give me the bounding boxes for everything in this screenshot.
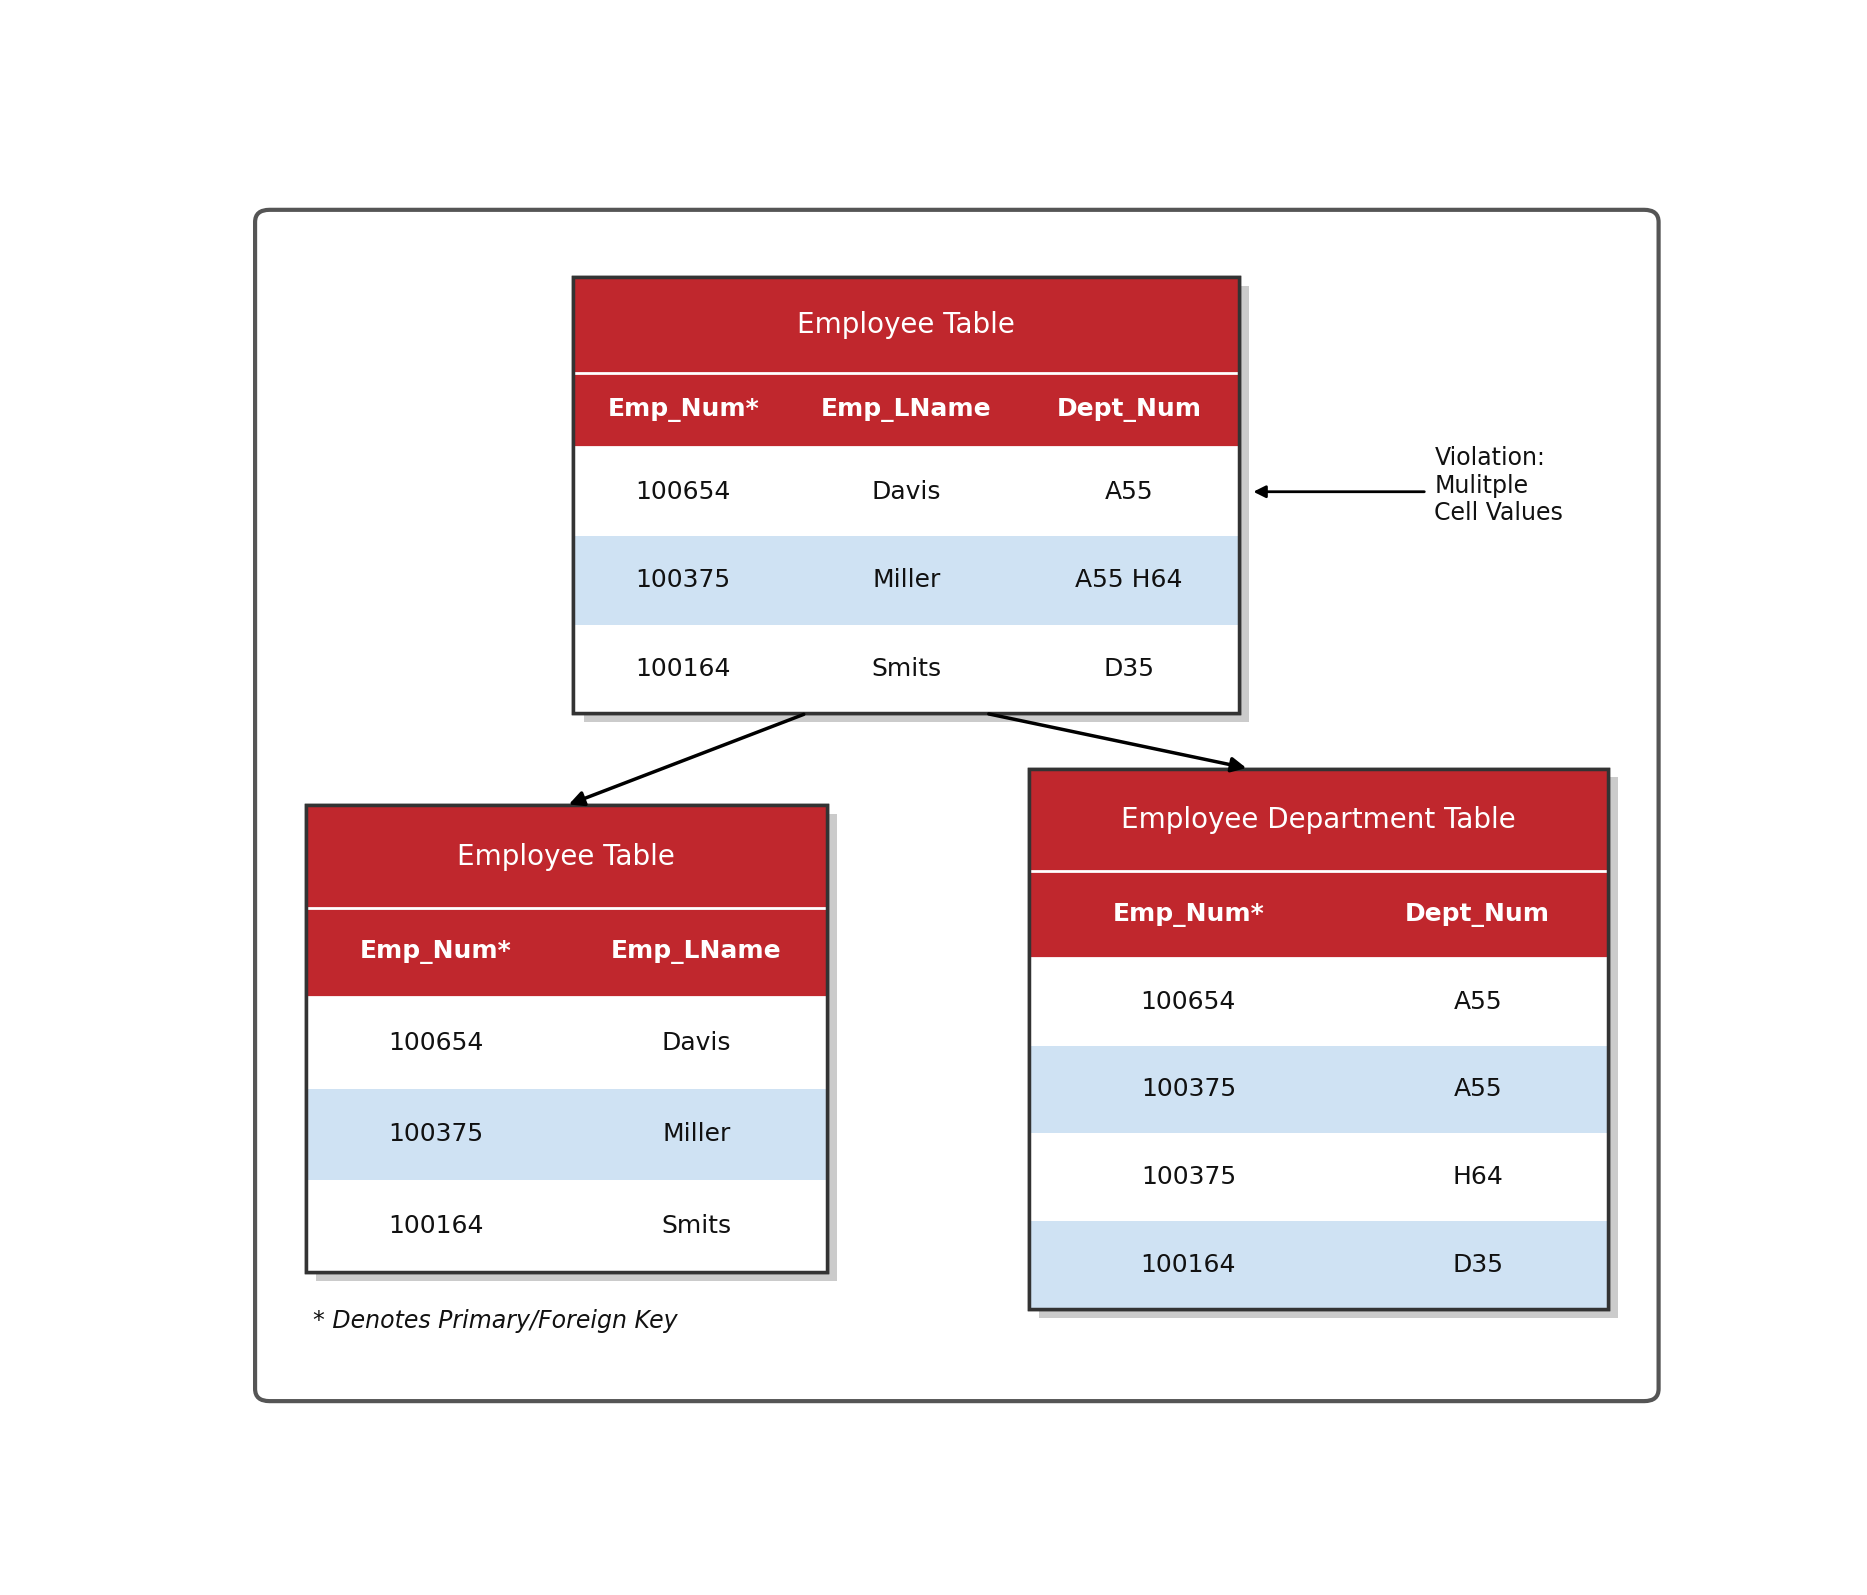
Text: Emp_Num*: Emp_Num* (1113, 903, 1264, 927)
Text: Smits: Smits (661, 1214, 732, 1238)
Text: Employee Department Table: Employee Department Table (1122, 805, 1516, 834)
Bar (573, 278, 1240, 713)
Text: A55: A55 (1453, 989, 1503, 1014)
FancyBboxPatch shape (256, 211, 1658, 1400)
Bar (306, 1180, 827, 1273)
Bar (1029, 769, 1607, 1309)
Text: 100375: 100375 (388, 1123, 484, 1147)
Bar (306, 805, 827, 908)
Bar (573, 448, 1240, 536)
Bar (306, 997, 827, 1089)
Text: Emp_LName: Emp_LName (821, 399, 991, 423)
Bar (306, 1089, 827, 1180)
Bar (573, 536, 1240, 625)
Text: 100654: 100654 (1141, 989, 1236, 1014)
Text: A55: A55 (1105, 480, 1154, 504)
Text: Davis: Davis (661, 1030, 732, 1054)
Bar (573, 625, 1240, 713)
Text: 100654: 100654 (388, 1030, 484, 1054)
Bar (573, 278, 1240, 713)
Text: 100164: 100164 (388, 1214, 484, 1238)
Bar (584, 286, 1249, 723)
Text: 100164: 100164 (635, 657, 732, 681)
Text: Dept_Num: Dept_Num (1406, 903, 1550, 927)
Bar (316, 813, 836, 1281)
Text: 100375: 100375 (1141, 1078, 1236, 1102)
Bar (1029, 769, 1607, 871)
Bar (1040, 777, 1619, 1317)
Text: Miller: Miller (872, 568, 941, 592)
Text: Miller: Miller (663, 1123, 730, 1147)
Bar (306, 805, 827, 1273)
Text: Emp_LName: Emp_LName (611, 941, 782, 965)
Bar (1029, 769, 1607, 1309)
Text: Emp_Num*: Emp_Num* (607, 399, 760, 423)
Text: * Denotes Primary/Foreign Key: * Denotes Primary/Foreign Key (314, 1309, 678, 1333)
Text: H64: H64 (1453, 1166, 1503, 1190)
Bar (1029, 1222, 1607, 1309)
Text: A55 H64: A55 H64 (1075, 568, 1184, 592)
Text: 100654: 100654 (635, 480, 730, 504)
Text: Employee Table: Employee Table (797, 311, 1016, 340)
Text: Davis: Davis (872, 480, 941, 504)
Text: 100375: 100375 (635, 568, 730, 592)
Text: A55: A55 (1453, 1078, 1503, 1102)
Bar (1029, 1046, 1607, 1134)
Text: Dept_Num: Dept_Num (1057, 399, 1202, 423)
Bar (573, 278, 1240, 373)
Bar (306, 908, 827, 997)
Text: D35: D35 (1103, 657, 1154, 681)
Text: Violation:
Mulitple
Cell Values: Violation: Mulitple Cell Values (1434, 445, 1563, 525)
Bar (1029, 957, 1607, 1046)
Bar (1029, 871, 1607, 957)
Text: Employee Table: Employee Table (457, 842, 676, 871)
Bar (306, 805, 827, 1273)
Text: Emp_Num*: Emp_Num* (360, 941, 512, 965)
Text: 100375: 100375 (1141, 1166, 1236, 1190)
Bar (1029, 1134, 1607, 1222)
Text: Smits: Smits (872, 657, 941, 681)
Text: D35: D35 (1453, 1254, 1503, 1278)
Bar (573, 373, 1240, 448)
Text: 100164: 100164 (1141, 1254, 1236, 1278)
